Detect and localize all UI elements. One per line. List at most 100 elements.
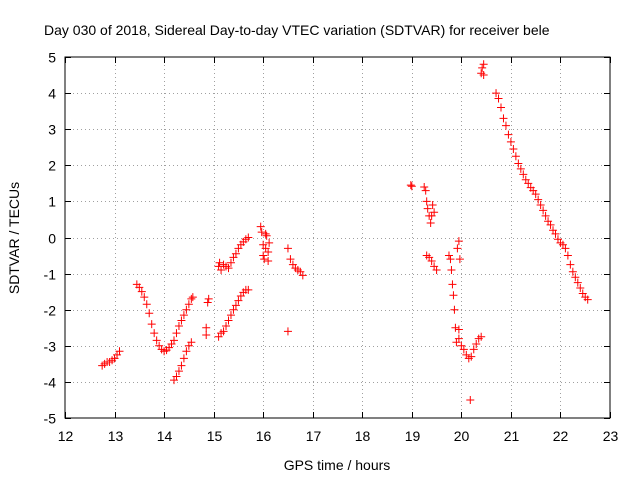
data-point — [219, 327, 228, 336]
data-point — [454, 334, 463, 343]
data-point — [231, 249, 240, 258]
data-point — [202, 323, 211, 332]
series-seg14 — [454, 332, 486, 363]
data-point — [504, 130, 513, 139]
y-tick-label: 5 — [48, 50, 56, 66]
series-seg6 — [214, 233, 253, 274]
data-point — [188, 293, 197, 302]
data-point — [501, 121, 510, 130]
data-point — [511, 152, 520, 161]
series-seg7 — [256, 222, 274, 265]
x-tick-label: 21 — [504, 428, 520, 444]
x-tick-label: 18 — [355, 428, 371, 444]
data-point — [467, 352, 476, 361]
data-point — [234, 296, 243, 305]
y-tick-label: 4 — [48, 86, 56, 102]
data-point — [231, 301, 240, 310]
series-seg3 — [170, 338, 196, 385]
data-point — [514, 159, 523, 168]
data-point — [174, 321, 183, 330]
data-point — [140, 293, 149, 302]
y-tick-label: 2 — [48, 158, 56, 174]
data-point — [177, 361, 186, 370]
data-point — [152, 336, 161, 345]
data-point — [427, 256, 436, 265]
data-point — [257, 228, 266, 237]
data-point — [187, 294, 196, 303]
data-point — [531, 190, 540, 199]
data-point — [466, 395, 475, 404]
data-point — [422, 197, 431, 206]
data-point — [229, 305, 238, 314]
data-point — [420, 182, 429, 191]
chart-title: Day 030 of 2018, Sidereal Day-to-day VTE… — [44, 22, 550, 38]
series-seg4 — [202, 294, 213, 339]
data-point — [421, 186, 430, 195]
data-point — [469, 345, 478, 354]
data-points — [98, 60, 592, 404]
data-point — [430, 208, 439, 217]
y-tick-label: -1 — [44, 267, 57, 283]
data-point — [472, 339, 481, 348]
x-tick-label: 14 — [157, 428, 173, 444]
x-tick-label: 23 — [603, 428, 619, 444]
data-point — [448, 280, 457, 289]
data-point — [147, 320, 156, 329]
data-point — [426, 219, 435, 228]
data-point — [222, 321, 231, 330]
data-point — [262, 231, 271, 240]
data-point — [451, 323, 460, 332]
data-point — [137, 287, 146, 296]
data-point — [224, 316, 233, 325]
series-seg1 — [98, 347, 124, 370]
y-tick-label: 3 — [48, 122, 56, 138]
plot-frame — [64, 56, 611, 419]
x-tick-label: 20 — [454, 428, 470, 444]
y-tick-label: 1 — [48, 194, 56, 210]
data-point — [444, 251, 453, 260]
data-point — [477, 332, 486, 341]
series-seg17 — [492, 89, 592, 304]
data-point — [264, 256, 273, 265]
data-point — [179, 311, 188, 320]
x-tick-labels: 12 13 14 15 16 17 18 19 20 21 22 23 — [58, 428, 619, 444]
data-point — [478, 63, 487, 72]
data-point — [568, 267, 577, 276]
data-point — [217, 265, 226, 274]
data-point — [583, 295, 592, 304]
series-seg15 — [466, 395, 475, 404]
data-point — [455, 255, 464, 264]
series-seg11 — [420, 182, 439, 228]
x-axis-label: GPS time / hours — [284, 457, 391, 473]
data-point — [573, 278, 582, 287]
y-tick-label: 0 — [48, 231, 56, 247]
y-tick-label: -3 — [44, 339, 57, 355]
x-tick-label: 15 — [207, 428, 223, 444]
data-point — [479, 71, 488, 80]
data-point — [244, 233, 253, 242]
x-tick-label: 13 — [108, 428, 124, 444]
series-seg2 — [132, 280, 197, 356]
axis-ticks — [65, 57, 611, 419]
data-point — [546, 220, 555, 229]
series-seg10 — [406, 181, 416, 191]
x-tick-label: 17 — [306, 428, 322, 444]
x-tick-label: 12 — [58, 428, 74, 444]
data-point — [499, 114, 508, 123]
x-tick-label: 22 — [553, 428, 569, 444]
data-point — [459, 345, 468, 354]
series-seg8 — [283, 244, 307, 280]
grid — [65, 57, 610, 418]
data-point — [182, 305, 191, 314]
data-point — [509, 145, 518, 154]
data-point — [260, 255, 269, 264]
data-point — [423, 204, 432, 213]
data-point — [406, 181, 415, 190]
data-point — [450, 305, 459, 314]
data-point — [494, 94, 503, 103]
x-tick-label: 19 — [405, 428, 421, 444]
data-point — [244, 285, 253, 294]
series-seg12 — [422, 251, 441, 274]
data-point — [170, 336, 178, 345]
